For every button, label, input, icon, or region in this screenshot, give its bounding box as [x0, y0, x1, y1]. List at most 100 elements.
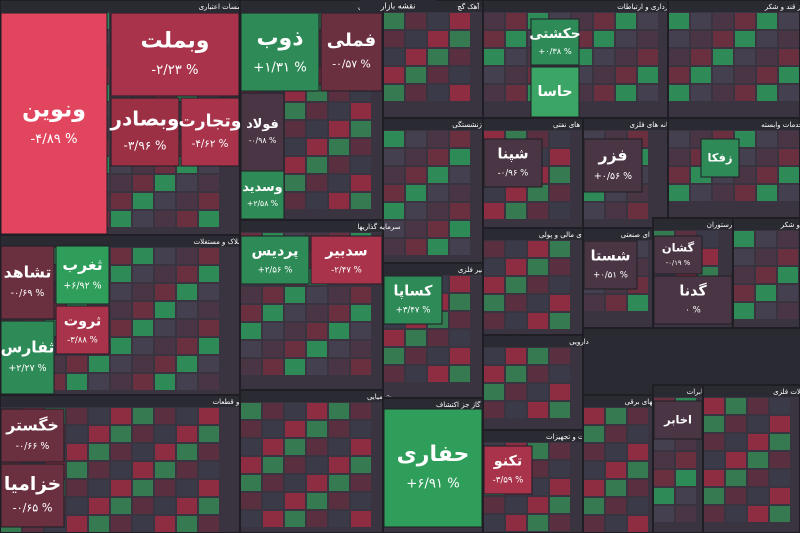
stock-tile: [384, 348, 404, 364]
stock-tile: [351, 323, 371, 339]
stock-tile: [606, 203, 626, 219]
stock-tile: [384, 31, 404, 47]
stock-change: -۰/۶۵ %: [13, 502, 53, 515]
stock-tile: [329, 305, 349, 321]
stock-tile: [111, 374, 131, 390]
stock-tile: [713, 31, 733, 47]
stock-tile: [177, 175, 197, 191]
stock-tile: [726, 416, 746, 432]
stock-tile: [530, 66, 580, 118]
stock-tile: [550, 241, 570, 257]
stock-tile: [155, 356, 175, 372]
stock-tile: [735, 85, 755, 101]
stock-tile: [67, 516, 87, 532]
stock-tile: [307, 511, 327, 527]
stock-tile: [450, 131, 470, 147]
stock-tile: [450, 49, 470, 65]
stock-tile: [263, 493, 283, 509]
sector-name: زراعت و خدمات وابسته: [761, 121, 800, 129]
stock-tile: [528, 185, 548, 201]
stock-tile: [329, 139, 349, 155]
stock-tile: [628, 408, 648, 424]
stock-tile: [735, 167, 755, 183]
sector-header: [484, 119, 582, 130]
stock-name: حفاری: [397, 442, 470, 467]
stock-tile: [748, 434, 768, 450]
stock-tile: [528, 402, 548, 418]
stock-tile: [320, 12, 383, 92]
stock-tile: [779, 167, 799, 183]
stock-tile: [199, 338, 219, 354]
stock-tile: [241, 287, 261, 303]
stock-tile: [654, 488, 674, 504]
stock-tile: [528, 259, 548, 275]
sector-header: [669, 1, 799, 12]
stock-tile: [89, 356, 109, 372]
stock-tile: [406, 149, 426, 165]
stock-tile: [89, 426, 109, 442]
stock-name: خزامیا: [4, 474, 61, 495]
stock-tile: [669, 67, 689, 83]
sector-header: [654, 219, 732, 230]
stock-tile: [111, 516, 131, 532]
stock-tile: [307, 421, 327, 437]
stock-tile: [241, 403, 261, 419]
stock-tile: [550, 313, 570, 329]
stock-tile: [351, 457, 371, 473]
stock-change: ۰ %: [685, 306, 700, 316]
stock-tile: [177, 302, 197, 318]
stock-tile: [748, 506, 768, 522]
stock-tile: [406, 185, 426, 201]
stock-tile: [199, 302, 219, 318]
stock-tile: [704, 470, 724, 486]
stock-name: ونوین: [22, 97, 86, 122]
stock-tile: [550, 348, 570, 364]
stock-tile: [428, 348, 448, 364]
stock-tile: [351, 175, 371, 191]
stock-tile: [484, 515, 504, 531]
stock-tile: [351, 439, 371, 455]
stock-tile: [307, 359, 327, 375]
stock-tile: [628, 203, 648, 219]
stock-tile: [240, 12, 320, 92]
sector-header: [241, 1, 382, 12]
stock-tile: [584, 498, 604, 514]
stock-tile: [351, 139, 371, 155]
stock-tile: [263, 475, 283, 491]
stock-tile: [133, 248, 153, 264]
stock-tile: [199, 426, 219, 442]
stock-tile: [748, 470, 768, 486]
stock-tile: [484, 366, 504, 382]
stock-tile: [484, 67, 504, 83]
stock-tile: [428, 49, 448, 65]
stock-tile: [133, 211, 153, 227]
stock-tile: [484, 259, 504, 275]
stock-tile: [329, 475, 349, 491]
sector-header: [241, 221, 382, 232]
stock-tile: [704, 488, 724, 504]
stock-tile: [594, 31, 614, 47]
stock-tile: [756, 267, 776, 283]
stock-tile: [384, 67, 404, 83]
stock-tile: [606, 480, 626, 496]
stock-tile: [628, 426, 648, 442]
stock-tile: [428, 67, 448, 83]
stock-tile: [329, 493, 349, 509]
stock-tile: [155, 175, 175, 191]
stock-tile: [594, 49, 614, 65]
stock-tile: [779, 149, 799, 165]
stock-tile: [285, 457, 305, 473]
stock-tile: [616, 67, 636, 83]
stock-tile: [263, 439, 283, 455]
sector-name: هتل و رستوران: [707, 221, 752, 229]
stock-tile: [638, 85, 658, 101]
stock-tile: [779, 67, 799, 83]
stock-tile: [307, 193, 327, 209]
stock-name: تکنو: [493, 453, 522, 469]
stock-tile: [0, 245, 55, 320]
stock-tile: [111, 302, 131, 318]
stock-tile: [406, 203, 426, 219]
stock-tile: [241, 493, 261, 509]
stock-change: -۴/۸۹ %: [30, 132, 77, 147]
stock-change: -۰/۵۷ %: [332, 58, 371, 71]
